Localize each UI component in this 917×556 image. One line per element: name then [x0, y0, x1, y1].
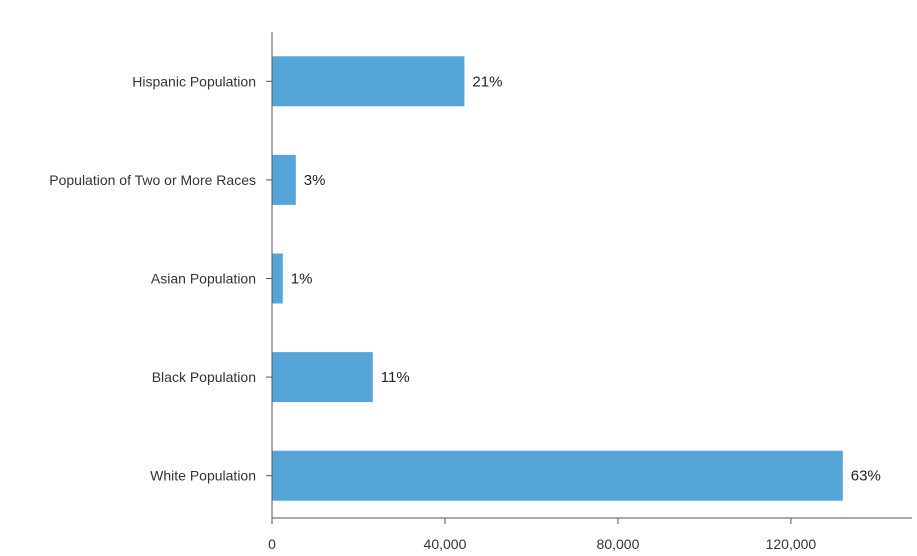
bar [272, 253, 283, 304]
bar [272, 56, 465, 107]
x-tick-label: 0 [268, 536, 276, 552]
category-labels-group: Hispanic Population Population of Two or … [49, 73, 256, 483]
x-tick-label: 40,000 [424, 536, 467, 552]
x-tick-label: 80,000 [597, 536, 640, 552]
category-label: Black Population [152, 369, 256, 385]
data-labels-group: 21% 3% 1% 11% 63% [291, 73, 881, 484]
data-label: 3% [304, 172, 326, 189]
bars-group [272, 56, 843, 501]
data-label: 63% [851, 468, 881, 485]
bar [272, 450, 843, 501]
bar [272, 154, 296, 205]
x-tick-label: 120,000 [766, 536, 817, 552]
category-label: Hispanic Population [132, 73, 256, 89]
data-label: 11% [381, 369, 410, 386]
bar [272, 352, 373, 403]
data-label: 1% [291, 271, 313, 288]
x-axis-ticks-group: 0 40,000 80,000 120,000 [268, 518, 816, 552]
category-label: Asian Population [151, 271, 256, 287]
category-label: White Population [150, 468, 256, 484]
y-axis-ticks-group [266, 80, 272, 477]
data-label: 21% [472, 73, 502, 90]
category-label: Population of Two or More Races [49, 172, 256, 188]
